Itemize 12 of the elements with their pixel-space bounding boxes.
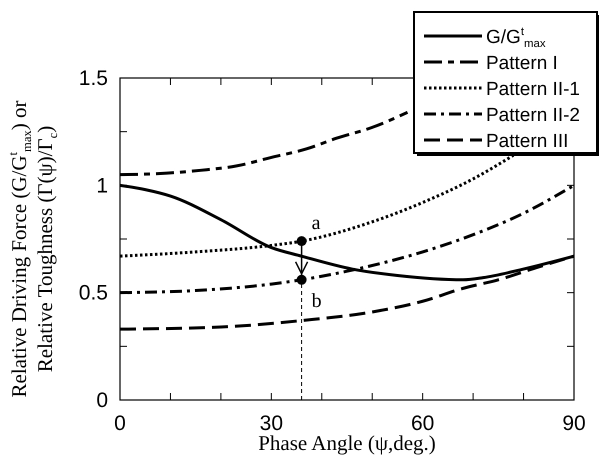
y-tick-label: 1 [96,174,108,198]
y-tick-label: 0.5 [78,282,108,305]
legend-label: Pattern II-1 [486,79,580,100]
y-tick-label: 1.5 [78,67,108,90]
y-tick-label: 0 [96,389,108,412]
annotation: b [312,290,322,312]
annotation: a [312,212,321,234]
x-tick-label: 0 [114,412,126,435]
x-tick-label: 90 [562,412,586,435]
legend-label: Pattern III [486,131,568,152]
legend-label: Pattern I [486,53,558,74]
legend-label: Pattern II-2 [486,105,580,126]
